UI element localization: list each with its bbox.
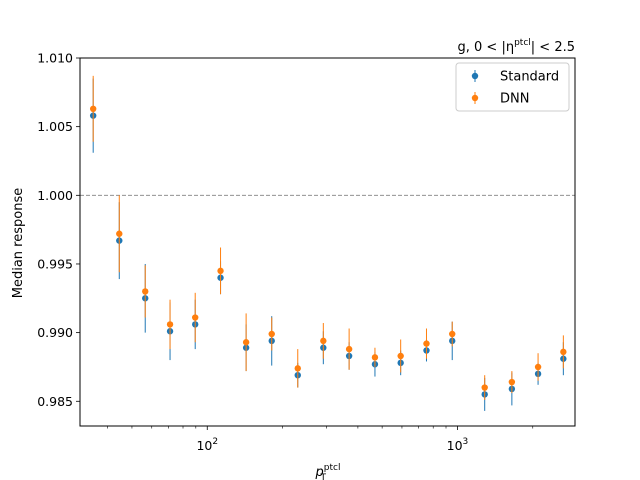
axes-frame bbox=[79, 57, 576, 427]
dnn-point bbox=[217, 267, 224, 275]
dnn-point bbox=[142, 288, 149, 295]
chart-annotation: g, 0 < |ηptcl| < 2.5 bbox=[458, 38, 576, 55]
dnn-point bbox=[320, 337, 327, 345]
dnn-point bbox=[371, 354, 379, 361]
legend-frame bbox=[455, 62, 570, 112]
dnn-point bbox=[242, 339, 250, 346]
dnn-point bbox=[534, 363, 542, 371]
dnn-point bbox=[89, 105, 97, 113]
dnn-point bbox=[423, 340, 430, 347]
y-tick-label: 1.010 bbox=[37, 51, 73, 66]
y-axis-label: Median response bbox=[11, 188, 26, 298]
y-tick-label: 0.995 bbox=[37, 256, 73, 271]
dnn-point bbox=[294, 365, 301, 372]
legend-dnn-marker bbox=[471, 94, 479, 102]
y-tick-label: 0.990 bbox=[37, 325, 73, 340]
legend-standard-label: Standard bbox=[500, 70, 559, 85]
data-points bbox=[89, 75, 567, 411]
legend-dnn-label: DNN bbox=[500, 92, 529, 107]
x-tick-label: 103 bbox=[447, 437, 469, 453]
y-ticks: 1.010 1.005 1.000 0.995 0.990 0.985 bbox=[37, 51, 80, 409]
dnn-point bbox=[397, 352, 404, 360]
y-tick-label: 1.005 bbox=[37, 119, 73, 134]
plot-background bbox=[80, 58, 575, 426]
dnn-point bbox=[268, 330, 275, 338]
y-tick-label: 0.985 bbox=[37, 394, 73, 409]
dnn-point bbox=[508, 378, 516, 386]
dnn-point bbox=[481, 384, 488, 391]
legend: Standard DNN bbox=[455, 62, 570, 112]
series-dnn bbox=[89, 75, 567, 400]
dnn-point bbox=[166, 321, 174, 328]
legend-standard-marker bbox=[471, 72, 479, 80]
dnn-point bbox=[192, 314, 199, 321]
plot-area bbox=[80, 58, 575, 426]
dnn-point bbox=[345, 345, 353, 353]
x-tick-label: 102 bbox=[196, 437, 218, 453]
y-tick-label: 1.000 bbox=[37, 188, 73, 203]
axes bbox=[79, 57, 576, 427]
dnn-point bbox=[560, 348, 567, 356]
x-ticks: 102 103 bbox=[107, 426, 534, 453]
x-axis-label: pptcl T bbox=[315, 463, 341, 480]
dnn-point bbox=[116, 230, 123, 237]
dnn-point bbox=[449, 330, 456, 338]
